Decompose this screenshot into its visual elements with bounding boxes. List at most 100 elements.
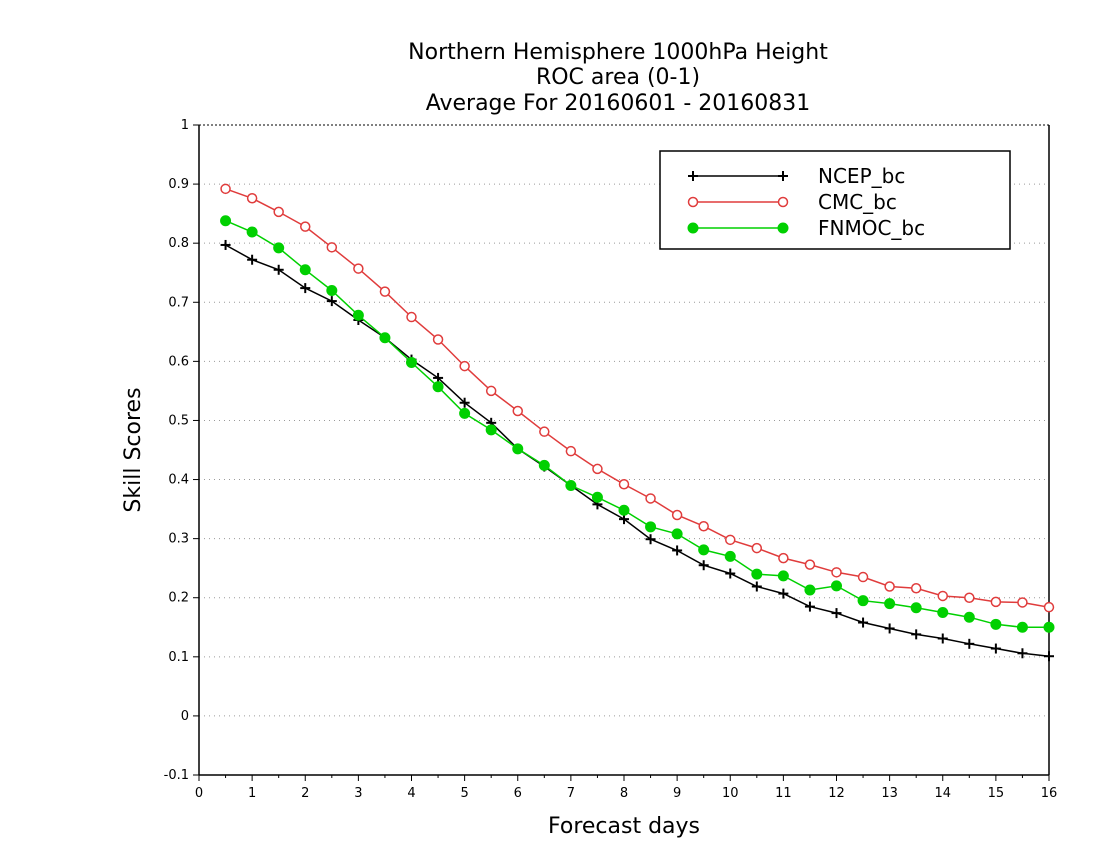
data-point-filled-circle [379, 332, 391, 344]
data-point-filled-circle [751, 568, 763, 580]
data-point-plus [858, 617, 869, 628]
data-point-plus [672, 545, 683, 556]
x-tick-label: 0 [195, 786, 203, 801]
data-point-filled-circle [645, 521, 657, 533]
x-tick-label: 12 [828, 786, 845, 801]
data-point-filled-circle [220, 215, 232, 227]
legend-entry: CMC_bc [687, 190, 897, 214]
data-point-filled-circle [963, 611, 975, 623]
data-point-filled-circle [485, 424, 497, 436]
chart-title-line-1: Northern Hemisphere 1000hPa Height [408, 40, 828, 65]
data-point-plus [1044, 651, 1054, 662]
data-point-filled-circle [273, 242, 285, 254]
chart-title-line-3: Average For 20160601 - 20160831 [426, 91, 811, 116]
series-cmc-bc [220, 183, 1055, 613]
series-ncep-bc [220, 239, 1054, 662]
data-point-open-circle [406, 311, 417, 323]
data-point-filled-circle [687, 222, 699, 234]
data-point-open-circle [1017, 597, 1028, 608]
data-point-filled-circle [804, 584, 816, 596]
y-tick-label: 0.5 [168, 413, 189, 428]
x-tick-label: 1 [248, 786, 256, 801]
data-point-filled-circle [299, 264, 311, 276]
data-point-open-circle [751, 542, 763, 554]
grid-lines [199, 183, 1049, 717]
data-point-filled-circle [618, 504, 630, 516]
data-point-open-circle [512, 405, 523, 417]
data-point-open-circle [831, 567, 842, 578]
data-point-open-circle [565, 445, 577, 457]
y-tick-label: -0.1 [164, 768, 189, 783]
y-tick-label: 0.1 [168, 650, 189, 665]
data-point-filled-circle [937, 607, 949, 618]
data-point-open-circle [1043, 601, 1055, 613]
data-point-open-circle [273, 206, 284, 218]
legend-box [659, 150, 1011, 250]
data-point-open-circle [698, 520, 709, 532]
data-point-open-circle [379, 286, 391, 297]
data-point-plus [990, 643, 1001, 654]
data-point-filled-circle [565, 479, 577, 491]
x-tick-label: 4 [407, 786, 415, 801]
data-point-open-circle [725, 534, 736, 546]
data-point-plus [459, 397, 470, 408]
data-point-plus [804, 601, 815, 612]
data-point-filled-circle [512, 443, 524, 455]
data-point-filled-circle [857, 595, 869, 607]
data-point-open-circle [300, 221, 311, 232]
chart-title: Northern Hemisphere 1000hPa Height ROC a… [408, 40, 828, 116]
legend-entry: FNMOC_bc [687, 216, 925, 240]
data-point-filled-circle [432, 381, 444, 393]
data-point-plus [911, 629, 922, 640]
data-point-filled-circle [831, 580, 842, 592]
x-tick-label: 3 [354, 786, 362, 801]
y-tick-label: 1 [181, 118, 189, 133]
y-tick-label: 0.8 [168, 236, 189, 251]
series-fnmoc-bc [220, 215, 1055, 633]
data-point-open-circle [485, 385, 497, 397]
data-point-open-circle [459, 360, 470, 372]
data-point-plus [1017, 648, 1028, 659]
data-point-open-circle [857, 571, 869, 583]
y-tick-label: 0.7 [168, 295, 189, 310]
data-point-open-circle [671, 509, 683, 521]
data-point-filled-circle [990, 618, 1002, 630]
data-point-open-circle [687, 196, 699, 208]
data-point-plus [778, 588, 789, 599]
y-tick-label: 0.2 [168, 591, 189, 606]
data-point-open-circle [618, 479, 630, 490]
data-point-filled-circle [352, 309, 364, 321]
x-tick-label: 15 [988, 786, 1005, 801]
x-tick-label: 8 [620, 786, 628, 801]
data-point-open-circle [592, 463, 603, 475]
y-axis-label: Skill Scores [121, 387, 146, 512]
x-axis-label: Forecast days [548, 814, 700, 839]
data-point-plus [433, 372, 444, 383]
data-point-open-circle [910, 583, 922, 594]
data-point-open-circle [990, 596, 1002, 608]
data-point-plus [698, 560, 709, 571]
data-point-filled-circle [1016, 621, 1028, 633]
chart-title-line-2: ROC area (0-1) [536, 65, 700, 90]
series-group [220, 183, 1055, 662]
legend-label: FNMOC_bc [818, 216, 925, 240]
data-point-plus [688, 171, 698, 181]
data-point-plus [247, 254, 258, 265]
y-tick-label: 0.4 [168, 473, 189, 488]
data-point-open-circle [937, 590, 948, 602]
data-point-plus [273, 264, 284, 275]
data-point-open-circle [778, 552, 789, 564]
y-tick-label: 0 [181, 709, 189, 724]
data-point-plus [937, 633, 948, 644]
data-point-plus [831, 608, 842, 619]
x-tick-label: 7 [567, 786, 575, 801]
x-tick-label: 16 [1041, 786, 1058, 801]
data-point-plus [326, 296, 337, 307]
data-point-filled-circle [698, 544, 710, 556]
data-point-open-circle [432, 334, 444, 345]
data-point-plus [884, 623, 895, 634]
data-point-open-circle [246, 193, 258, 204]
data-point-open-circle [539, 426, 550, 437]
